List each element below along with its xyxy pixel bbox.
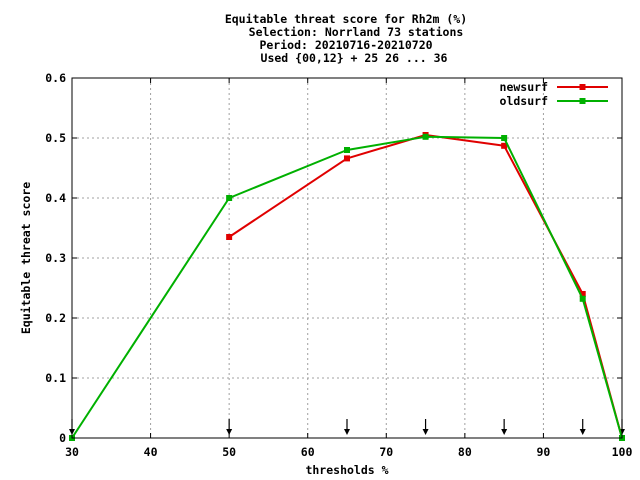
x-tick-label: 40 bbox=[144, 445, 158, 459]
threshold-arrow-head bbox=[501, 429, 508, 435]
data-point-newsurf bbox=[226, 234, 233, 240]
legend-marker-oldsurf bbox=[579, 98, 586, 104]
x-tick-label: 70 bbox=[379, 445, 393, 459]
x-tick-label: 80 bbox=[458, 445, 472, 459]
legend-label-oldsurf: oldsurf bbox=[500, 94, 549, 108]
title-line-4: Used {00,12} + 25 26 ... 36 bbox=[261, 51, 448, 65]
title-line-2: Selection: Norrland 73 stations bbox=[249, 25, 464, 39]
title-line-1: Equitable threat score for Rh2m (%) bbox=[225, 12, 467, 26]
y-tick-label: 0.6 bbox=[45, 71, 66, 85]
data-point-oldsurf bbox=[226, 195, 233, 201]
x-tick-label: 50 bbox=[222, 445, 236, 459]
data-point-oldsurf bbox=[501, 135, 508, 141]
x-tick-label: 100 bbox=[612, 445, 633, 459]
axis-ticks: 30 40 50 60 70 80 90 100 0 0.1 0.2 0.3 0.4 0.5 0.6 bbox=[45, 71, 632, 459]
data-point-newsurf bbox=[501, 142, 508, 149]
y-axis-label: Equitable threat score bbox=[19, 182, 33, 334]
x-axis-label: thresholds % bbox=[305, 463, 388, 477]
x-tick-label: 90 bbox=[536, 445, 550, 459]
data-point-oldsurf bbox=[579, 295, 586, 302]
y-tick-label: 0.1 bbox=[45, 371, 66, 385]
y-tick-label: 0.3 bbox=[45, 251, 66, 265]
threshold-arrow-head bbox=[579, 429, 586, 435]
threshold-arrow-head bbox=[422, 429, 429, 435]
series-line-newsurf bbox=[228, 134, 623, 439]
y-tick-label: 0.4 bbox=[45, 191, 66, 205]
y-tick-label: 0.5 bbox=[45, 131, 66, 145]
title-line-3: Period: 20210716-20210720 bbox=[259, 38, 432, 52]
chart-title: Equitable threat score for Rh2m (%) Sele… bbox=[225, 12, 467, 65]
data-point-newsurf bbox=[579, 291, 586, 297]
data-point-oldsurf bbox=[344, 147, 350, 153]
y-tick-label: 0 bbox=[59, 431, 66, 445]
plot-frame bbox=[71, 77, 623, 439]
x-tick-label: 60 bbox=[301, 445, 315, 459]
data-point-oldsurf bbox=[422, 133, 429, 140]
threshold-arrow-head bbox=[226, 429, 233, 435]
grid bbox=[72, 78, 622, 438]
threshold-arrow-head bbox=[344, 429, 350, 435]
legend-label-newsurf: newsurf bbox=[500, 80, 549, 94]
y-tick-label: 0.2 bbox=[45, 311, 66, 325]
legend-marker-newsurf bbox=[579, 84, 586, 90]
data-point-newsurf bbox=[344, 155, 350, 162]
x-tick-label: 30 bbox=[65, 445, 79, 459]
